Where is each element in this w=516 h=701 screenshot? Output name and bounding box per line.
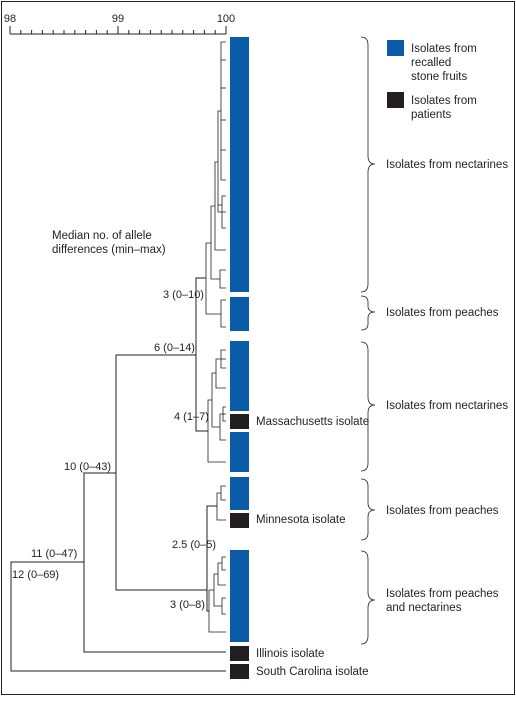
node-label-12-0-69: 12 (0–69) bbox=[12, 569, 59, 581]
axis-tick-label-100: 100 bbox=[217, 13, 235, 25]
group-label-peaches-nectarines-line-2: and nectarines bbox=[386, 602, 462, 614]
legend-patient-line-1: Isolates from bbox=[411, 95, 477, 107]
legend-swatch-patient bbox=[387, 92, 404, 108]
legend: Isolates from recalled stone fruits Isol… bbox=[387, 40, 477, 121]
fruit-bar-nectarines-1 bbox=[230, 37, 249, 292]
node-label-2-5-0-5: 2.5 (0–5) bbox=[172, 539, 216, 551]
patient-bar-massachusetts bbox=[230, 414, 249, 429]
isolate-label-south-carolina: South Carolina isolate bbox=[256, 666, 369, 678]
group-label-peaches-1: Isolates from peaches bbox=[386, 307, 499, 319]
patient-bar-south-carolina bbox=[230, 664, 249, 679]
scale-axis: 98 99 100 bbox=[4, 13, 235, 35]
isolate-labels: Massachusetts isolate Minnesota isolate … bbox=[256, 416, 369, 678]
metric-label: Median no. of allele differences (min–ma… bbox=[52, 230, 166, 256]
metric-label-line-1: Median no. of allele bbox=[52, 230, 152, 242]
brace-peaches-2 bbox=[360, 478, 376, 541]
node-label-4-1-7: 4 (1–7) bbox=[174, 411, 209, 423]
node-label-6-0-14: 6 (0–14) bbox=[154, 342, 195, 354]
brace-nectarines-1 bbox=[360, 36, 376, 293]
group-labels: Isolates from nectarines Isolates from p… bbox=[386, 159, 508, 614]
metric-label-line-2: differences (min–max) bbox=[52, 244, 166, 256]
axis-tick-label-98: 98 bbox=[4, 13, 16, 25]
legend-fruit-line-2: recalled bbox=[411, 57, 451, 69]
dendrogram-branches bbox=[10, 41, 226, 672]
legend-fruit-line-1: Isolates from bbox=[411, 43, 477, 55]
brace-nectarines-2 bbox=[360, 341, 376, 472]
legend-swatch-fruit bbox=[387, 40, 404, 56]
isolate-label-illinois: Illinois isolate bbox=[256, 648, 324, 660]
fruit-bar-nectarines-2b bbox=[230, 432, 249, 472]
node-label-10-0-43: 10 (0–43) bbox=[64, 461, 111, 473]
fruit-bar-peaches-1 bbox=[230, 297, 249, 331]
patient-bar-minnesota bbox=[230, 513, 249, 528]
fruit-bar-peaches-nectarines bbox=[230, 550, 249, 642]
legend-patient-line-2: patients bbox=[411, 109, 452, 121]
node-label-3-0-10: 3 (0–10) bbox=[163, 289, 204, 301]
fruit-bar-nectarines-2a bbox=[230, 341, 249, 411]
group-braces bbox=[360, 36, 376, 645]
group-label-nectarines-1: Isolates from nectarines bbox=[386, 159, 508, 171]
group-label-peaches-nectarines-line-1: Isolates from peaches bbox=[386, 588, 499, 600]
node-label-11-0-47: 11 (0–47) bbox=[31, 548, 77, 560]
axis-tick-label-99: 99 bbox=[112, 13, 124, 25]
group-label-nectarines-2: Isolates from nectarines bbox=[386, 400, 508, 412]
patient-bar-illinois bbox=[230, 646, 249, 661]
isolate-bars bbox=[230, 37, 249, 679]
brace-peaches-1 bbox=[360, 295, 376, 331]
isolate-label-massachusetts: Massachusetts isolate bbox=[256, 416, 369, 428]
group-label-peaches-2: Isolates from peaches bbox=[386, 505, 499, 517]
legend-fruit-line-3: stone fruits bbox=[411, 71, 467, 83]
isolate-label-minnesota: Minnesota isolate bbox=[256, 514, 346, 526]
brace-peaches-nectarines bbox=[360, 550, 376, 645]
node-label-3-0-8: 3 (0–8) bbox=[170, 599, 205, 611]
fruit-bar-peaches-2 bbox=[230, 477, 249, 510]
node-labels: 3 (0–10) 6 (0–14) 4 (1–7) 10 (0–43) 2.5 … bbox=[12, 289, 216, 611]
